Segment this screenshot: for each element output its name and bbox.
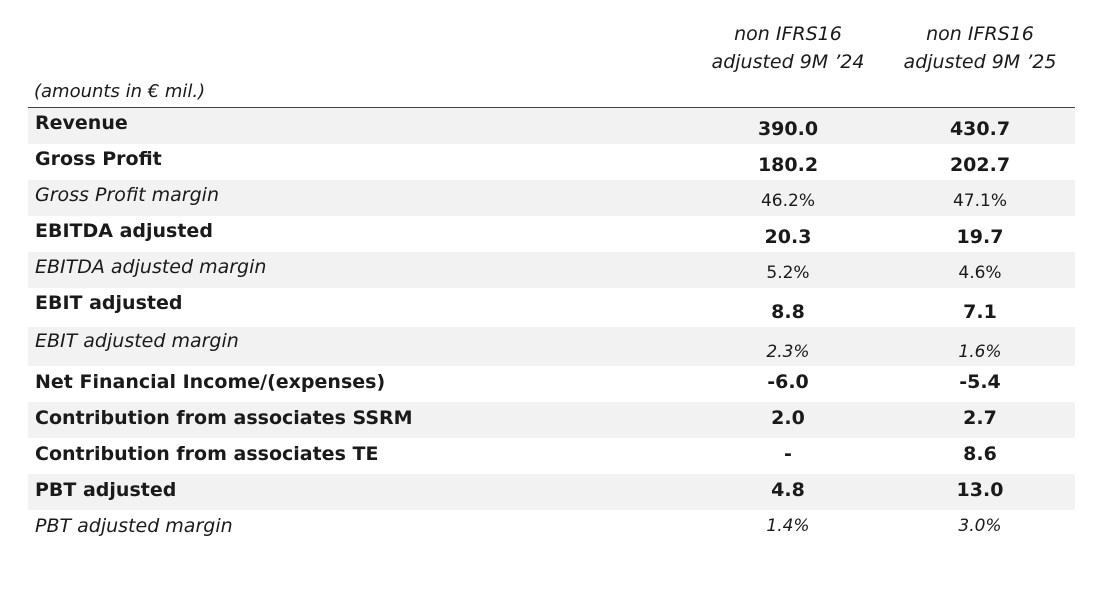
value-9m-24: 2.3%: [766, 342, 810, 362]
table-row-ebit-adjusted-margin: EBIT adjusted margin 2.3% 1.6%: [28, 327, 1075, 366]
value-9m-25: 19.7: [956, 226, 1004, 248]
row-label: Contribution from associates SSRM: [35, 407, 413, 429]
units-note: (amounts in € mil.): [34, 81, 206, 102]
value-9m-24: -: [784, 443, 792, 465]
value-9m-25: 1.6%: [958, 342, 1002, 362]
row-label: Contribution from associates TE: [35, 443, 379, 465]
financial-table: Revenue 390.0 430.7 Gross Profit 180.2 2…: [28, 108, 1075, 546]
value-9m-24: 5.2%: [766, 263, 810, 283]
value-9m-24: 1.4%: [766, 516, 810, 536]
value-9m-24: 20.3: [764, 226, 812, 248]
column-header-9m-24: non IFRS16 adjusted 9M ’24: [700, 20, 876, 76]
value-9m-24: 390.0: [757, 118, 819, 140]
value-9m-25: 13.0: [956, 479, 1004, 501]
column-header-line: adjusted 9M ’24: [711, 51, 865, 73]
value-9m-25: 4.6%: [958, 263, 1002, 283]
row-label: Net Financial Income/(expenses): [35, 371, 386, 393]
row-label: Gross Profit: [35, 148, 162, 170]
value-9m-25: 2.7: [963, 407, 997, 429]
header-divider: [28, 107, 1075, 108]
row-label: Revenue: [35, 112, 128, 134]
table-row-pbt-adjusted-margin: PBT adjusted margin 1.4% 3.0%: [28, 510, 1075, 546]
table-row-ebit-adjusted: EBIT adjusted 8.8 7.1: [28, 288, 1075, 327]
value-9m-25: 47.1%: [952, 191, 1007, 211]
value-9m-25: 8.6: [963, 443, 997, 465]
column-header-line: non IFRS16: [734, 23, 842, 45]
row-label: Gross Profit margin: [35, 184, 219, 206]
row-label: EBIT adjusted margin: [35, 330, 239, 352]
table-row-gross-profit: Gross Profit 180.2 202.7: [28, 144, 1075, 180]
column-header-line: non IFRS16: [926, 23, 1034, 45]
value-9m-25: 7.1: [963, 301, 997, 323]
row-label: EBITDA adjusted: [35, 220, 213, 242]
table-row-contribution-te: Contribution from associates TE - 8.6: [28, 438, 1075, 474]
row-label: EBITDA adjusted margin: [35, 256, 267, 278]
row-label: EBIT adjusted: [35, 292, 183, 314]
table-row-contribution-ssrm: Contribution from associates SSRM 2.0 2.…: [28, 402, 1075, 438]
value-9m-24: 46.2%: [760, 191, 815, 211]
column-header-line: adjusted 9M ’25: [903, 51, 1057, 73]
value-9m-24: 4.8: [771, 479, 805, 501]
value-9m-24: 8.8: [771, 301, 805, 323]
value-9m-24: 180.2: [757, 154, 819, 176]
row-label: PBT adjusted: [35, 479, 177, 501]
value-9m-24: 2.0: [771, 407, 805, 429]
value-9m-25: 202.7: [949, 154, 1011, 176]
value-9m-25: 3.0%: [958, 516, 1002, 536]
table-row-net-financial-income: Net Financial Income/(expenses) -6.0 -5.…: [28, 366, 1075, 402]
value-9m-25: 430.7: [949, 118, 1011, 140]
table-row-ebitda-adjusted-margin: EBITDA adjusted margin 5.2% 4.6%: [28, 252, 1075, 288]
table-row-gross-profit-margin: Gross Profit margin 46.2% 47.1%: [28, 180, 1075, 216]
table-row-pbt-adjusted: PBT adjusted 4.8 13.0: [28, 474, 1075, 510]
table-row-revenue: Revenue 390.0 430.7: [28, 108, 1075, 144]
column-header-9m-25: non IFRS16 adjusted 9M ’25: [892, 20, 1068, 76]
row-label: PBT adjusted margin: [35, 515, 233, 537]
value-9m-24: -6.0: [767, 371, 809, 393]
value-9m-25: -5.4: [959, 371, 1001, 393]
table-row-ebitda-adjusted: EBITDA adjusted 20.3 19.7: [28, 216, 1075, 252]
